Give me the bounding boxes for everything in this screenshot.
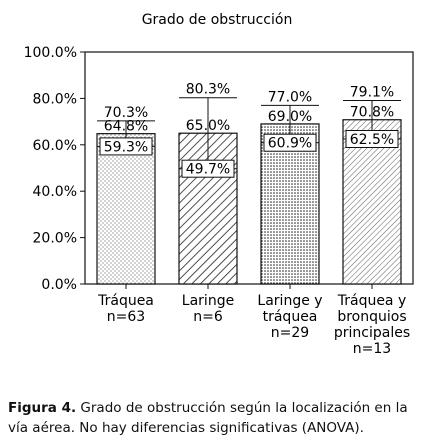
y-tick-label: 0.0% [41, 277, 77, 293]
lower-label: 59.3% [104, 139, 148, 155]
upper-label: 77.0% [268, 89, 312, 105]
x-tick-label: bronquios [337, 309, 406, 325]
mean-label: 65.0% [186, 118, 230, 134]
caption-label: Figura 4. [8, 400, 77, 416]
upper-label: 79.1% [350, 84, 394, 100]
mean-label: 69.0% [268, 109, 312, 125]
y-tick-label: 80.0% [33, 91, 77, 107]
x-tick-label: n=6 [193, 309, 223, 325]
upper-label: 70.3% [104, 105, 148, 121]
x-tick-label: Tráquea y [337, 293, 407, 309]
figure-caption: Figura 4. Grado de obstrucción según la … [8, 398, 420, 438]
x-tick-label: principales [334, 325, 410, 341]
lower-label: 62.5% [350, 132, 394, 148]
x-tick-label: Laringe [182, 293, 234, 309]
lower-label-box [263, 133, 317, 152]
x-tick-label: n=63 [107, 309, 145, 325]
bar [96, 133, 156, 285]
plot-area: 0.0% 20.0% 40.0% 60.0% 80.0% 100.0% 70.3%64.8%… [24, 45, 414, 357]
mean-label: 70.8% [350, 105, 394, 121]
lower-label-box [181, 159, 235, 178]
lower-label-box [99, 137, 153, 156]
y-tick-label: 100.0% [24, 45, 77, 61]
y-tick-label: 60.0% [33, 138, 77, 154]
lower-label-box [345, 130, 399, 148]
bar-chart: Grado de obstrucción 0.0% 20.0% 40.0% 60.0%… [24, 12, 414, 357]
x-tick-label: Laringe y [257, 293, 322, 309]
plot-frame [84, 51, 414, 285]
x-tick-label: n=13 [353, 341, 391, 357]
lower-label: 49.7% [186, 162, 230, 178]
x-tick-label: Tráquea [97, 293, 154, 309]
caption-text: Grado de obstrucción según la localizaci… [8, 400, 408, 436]
upper-label: 80.3% [186, 82, 230, 98]
x-tick-label: tráquea [263, 309, 318, 325]
x-tick-label: n=29 [271, 325, 309, 341]
chart-title: Grado de obstrucción [142, 12, 293, 28]
mean-label: 64.8% [104, 119, 148, 135]
lower-label: 60.9% [268, 136, 312, 152]
y-tick-label: 20.0% [33, 231, 77, 247]
y-tick-label: 40.0% [33, 184, 77, 200]
